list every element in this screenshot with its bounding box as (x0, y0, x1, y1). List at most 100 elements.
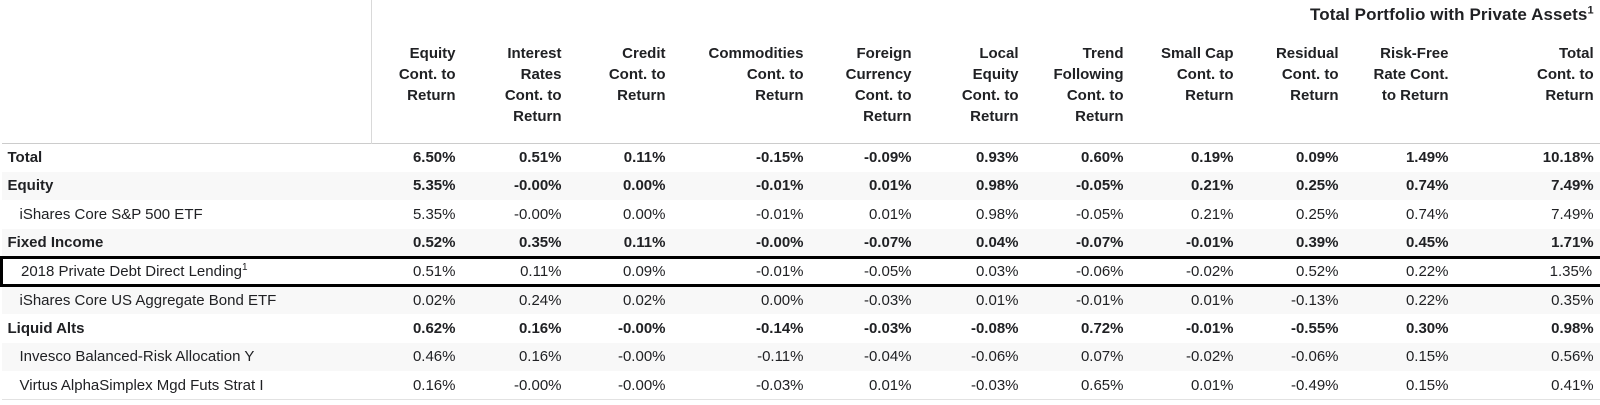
value-cell-risk-free-rate: 0.22% (1346, 255, 1457, 287)
table-row-virtus-alphasimplex-mgd-futs-strat-i[interactable]: Virtus AlphaSimplex Mgd Futs Strat I 0.16… (1, 371, 1600, 400)
column-header-line: Return (1545, 87, 1594, 104)
value-cell-trend-following: -0.05% (1075, 177, 1124, 195)
column-header-line: Cont. to (1176, 66, 1234, 83)
value-cell-total: 0.35% (1551, 292, 1594, 309)
value-cell-interest-rates: 0.24% (518, 292, 562, 309)
column-header-risk-free-rate: Risk-Free Rate Cont. to Return (1346, 36, 1457, 144)
column-header-equity: Equity Cont. to Return (371, 36, 464, 144)
value-cell-trend-following: -0.05% (1075, 205, 1124, 223)
value-cell-interest-rates: -0.00% (463, 371, 570, 400)
value-cell-risk-free-rate: 0.15% (1405, 348, 1449, 366)
value-cell-total: 0.41% (1456, 371, 1600, 400)
table-row-total[interactable]: Total 6.50% 0.51% 0.11% -0.15% -0.09% 0.93% 0.6… (2, 143, 1600, 172)
value-cell-total: 7.49% (1551, 177, 1594, 195)
column-header-trend-following: Trend Following Cont. to Return (1026, 36, 1132, 144)
table-row-fixed-income[interactable]: Fixed Income 0.52% 0.35% 0.11% -0.00% -0.07% 0… (1, 228, 1600, 257)
value-cell-interest-rates: 0.16% (518, 348, 562, 366)
value-cell-foreign-currency: 0.01% (811, 371, 920, 400)
value-cell-interest-rates: 0.51% (518, 149, 562, 166)
value-cell-total: 1.35% (1456, 255, 1600, 287)
value-cell-local-equity: 0.04% (975, 233, 1019, 251)
table-row-2018-private-debt-direct-lending[interactable]: 2018 Private Debt Direct Lending1 0.51% 0.… (0, 255, 1600, 287)
column-header-line: Cont. to (1281, 66, 1339, 83)
table-row-liquid-alts[interactable]: Liquid Alts 0.62% 0.16% -0.00% -0.14% -0.03% -… (2, 314, 1600, 343)
value-cell-residual: 0.25% (1295, 177, 1339, 195)
value-cell-residual: -0.49% (1241, 371, 1347, 400)
value-cell-equity: 0.62% (412, 319, 456, 337)
value-cell-equity: 5.35% (412, 177, 456, 195)
value-cell-interest-rates: -0.00% (513, 205, 562, 223)
value-cell-risk-free-rate: 0.45% (1405, 233, 1449, 251)
value-cell-trend-following: 0.65% (1026, 371, 1132, 400)
row-label-text: Equity (7, 177, 54, 195)
value-cell-foreign-currency: -0.05% (811, 255, 920, 287)
column-header-line: Trend (1082, 45, 1124, 62)
value-cell-total: 7.49% (1551, 205, 1594, 223)
row-label-column-header (1, 36, 372, 144)
column-header-line: Interest (507, 45, 562, 62)
value-cell-interest-rates: 0.35% (518, 233, 562, 251)
value-cell-local-equity: -0.03% (919, 371, 1027, 400)
column-header-line: Cont. to (608, 66, 666, 83)
column-header-line: Cont. to (504, 87, 562, 104)
value-cell-credit: -0.00% (617, 348, 666, 366)
column-header-line: Total (1558, 45, 1594, 62)
column-header-line: Cont. to (854, 87, 912, 104)
value-cell-local-equity: 0.93% (975, 149, 1019, 166)
value-cell-risk-free-rate: 0.30% (1405, 319, 1449, 337)
value-cell-foreign-currency: 0.01% (868, 205, 912, 223)
value-cell-credit: 0.02% (622, 292, 666, 309)
value-cell-commodities: -0.14% (755, 319, 804, 337)
value-cell-equity: 6.50% (412, 149, 456, 166)
value-cell-credit: 0.11% (623, 149, 666, 166)
table-row-equity[interactable]: Equity 5.35% -0.00% 0.00% -0.01% 0.01% 0.98% -0… (1, 171, 1600, 200)
column-header-line: Return (1185, 87, 1234, 104)
value-cell-small-cap: -0.02% (1131, 255, 1242, 287)
title-footnote-marker: 1 (1587, 4, 1594, 17)
value-cell-risk-free-rate: 0.22% (1405, 292, 1449, 309)
value-cell-residual: 0.09% (1295, 149, 1339, 166)
value-cell-equity: 0.52% (412, 233, 456, 251)
value-cell-interest-rates: 0.11% (463, 255, 570, 287)
title-row: Total Portfolio with Private Assets1 (2, 0, 1600, 36)
row-label-text: iShares Core US Aggregate Bond ETF (19, 292, 277, 309)
value-cell-trend-following: -0.01% (1075, 292, 1124, 309)
column-header-line: Return (407, 87, 456, 104)
value-cell-small-cap: 0.01% (1131, 371, 1242, 400)
row-footnote-marker: 1 (241, 261, 248, 273)
value-cell-foreign-currency: -0.07% (863, 233, 912, 251)
table-row-ishares-core-us-aggregate-bond-etf[interactable]: iShares Core US Aggregate Bond ETF 0.02% 0… (1, 285, 1600, 314)
value-cell-residual: 0.39% (1295, 233, 1339, 251)
value-cell-small-cap: -0.02% (1185, 348, 1234, 366)
row-label: Total (2, 143, 372, 172)
header-column-divider (371, 0, 372, 144)
value-cell-residual: 0.52% (1241, 255, 1347, 287)
value-cell-credit: 0.11% (623, 233, 666, 251)
column-header-line: Return (1075, 108, 1124, 125)
value-cell-residual: 0.25% (1295, 205, 1339, 223)
row-label-text: Liquid Alts (7, 319, 85, 337)
table-row-ishares-core-s-p-500-etf[interactable]: iShares Core S&P 500 ETF 5.35% -0.00% 0.00%… (2, 200, 1600, 229)
row-label-text: 2018 Private Debt Direct Lending (21, 262, 242, 280)
row-label: Virtus AlphaSimplex Mgd Futs Strat I (1, 371, 372, 400)
value-cell-small-cap: -0.01% (1185, 319, 1234, 337)
value-cell-foreign-currency: -0.04% (863, 348, 912, 366)
value-cell-commodities: -0.03% (673, 371, 812, 400)
page-title-text: Total Portfolio with Private Assets (1310, 5, 1588, 24)
row-label: 2018 Private Debt Direct Lending1 (0, 255, 372, 287)
column-header-line: Currency (845, 66, 912, 83)
value-cell-risk-free-rate: 0.15% (1346, 371, 1457, 400)
row-label-text: iShares Core S&P 500 ETF (19, 205, 203, 223)
value-cell-total: 1.71% (1551, 233, 1594, 251)
row-label-text: Invesco Balanced-Risk Allocation Y (19, 348, 255, 366)
table-row-invesco-balanced-risk-allocation-y[interactable]: Invesco Balanced-Risk Allocation Y 0.46% 0… (1, 342, 1600, 371)
column-header-line: Return (513, 108, 562, 125)
value-cell-local-equity: 0.03% (919, 255, 1027, 287)
value-cell-foreign-currency: 0.01% (868, 177, 912, 195)
value-cell-local-equity: 0.98% (975, 205, 1019, 223)
column-header-foreign-currency: Foreign Currency Cont. to Return (811, 36, 920, 144)
column-header-line: Cont. to (746, 66, 804, 83)
value-cell-equity: 0.51% (371, 255, 464, 287)
